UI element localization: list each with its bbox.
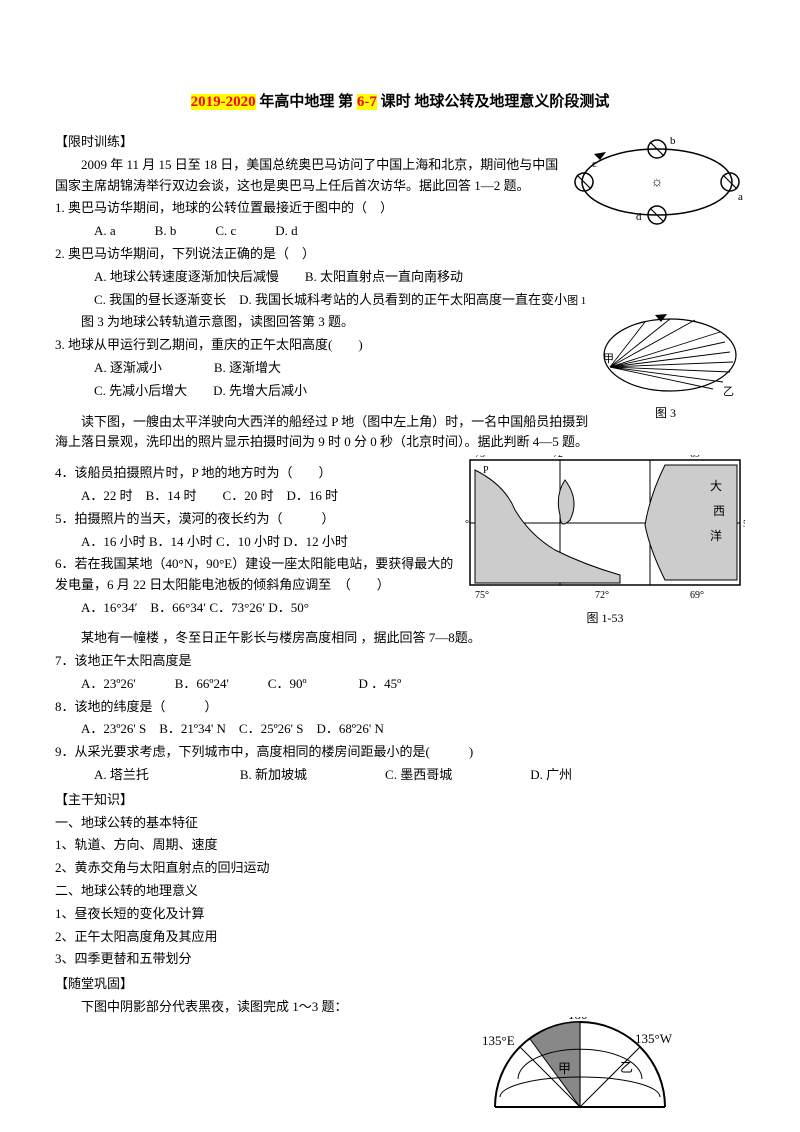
title-lesson: 6-7 xyxy=(357,94,377,110)
hemisphere-diagram: 180° 135°E 135°W 甲 乙 xyxy=(480,1017,680,1112)
point-a: a xyxy=(738,191,743,203)
main-knowledge-header: 【主干知识】 xyxy=(55,790,745,811)
svg-text:乙: 乙 xyxy=(723,385,734,398)
svg-text:洋: 洋 xyxy=(710,528,722,543)
svg-text:69°: 69° xyxy=(690,455,704,460)
sun-icon: ☼ xyxy=(651,175,664,190)
question-7: 7．该地正午太阳高度是 xyxy=(55,651,745,672)
svg-text:大: 大 xyxy=(710,479,722,493)
item-1-1: 1、轨道、方向、周期、速度 xyxy=(55,835,745,856)
svg-text:69°: 69° xyxy=(690,590,704,600)
svg-text:P: P xyxy=(483,465,489,476)
q9-options: A. 塔兰托 B. 新加坡城 C. 墨西哥城 D. 广州 xyxy=(94,765,745,786)
title-year: 2019-2020 xyxy=(191,94,256,110)
map-caption: 图 1-53 xyxy=(465,609,745,628)
point-c: c xyxy=(592,158,597,170)
fan-diagram: 甲 乙 图 3 xyxy=(595,307,745,422)
building-intro: 某地有一幢楼 ，冬至日正午影长与楼房高度相同 ，据此回答 7—8题。 xyxy=(55,628,745,649)
mark-jia: 甲 xyxy=(558,1061,571,1076)
q2-options-ab: A. 地球公转速度逐渐加快后减慢 B. 太阳直射点一直向南移动 xyxy=(94,267,745,288)
hemi-left: 135°E xyxy=(482,1033,515,1048)
section-2: 二、地球公转的地理意义 xyxy=(55,881,745,902)
item-2-3: 3、四季更替和五带划分 xyxy=(55,949,745,970)
svg-text:54°: 54° xyxy=(743,519,745,530)
svg-text:75°: 75° xyxy=(475,590,489,600)
shadow-intro: 下图中阴影部分代表黑夜，读图完成 1～3 题： xyxy=(55,997,745,1018)
hemi-right: 135°W xyxy=(635,1031,673,1046)
title-mid1: 年高中地理 第 xyxy=(256,94,357,110)
svg-text:54°: 54° xyxy=(465,519,469,530)
fig1-label: 图 1 xyxy=(567,295,586,307)
item-2-1: 1、昼夜长短的变化及计算 xyxy=(55,904,745,925)
classroom-header: 【随堂巩固】 xyxy=(55,974,745,995)
mark-yi: 乙 xyxy=(620,1060,633,1075)
fig3-label: 图 3 xyxy=(655,406,676,420)
item-1-2: 2、黄赤交角与太阳直射点的回归运动 xyxy=(55,858,745,879)
page-title: 2019-2020 年高中地理 第 6-7 课时 地球公转及地理意义阶段测试 xyxy=(55,90,745,114)
q8-options: A．23º26' S B．21º34' N C．25º26' S D．68º26… xyxy=(81,719,745,740)
question-2: 2. 奥巴马访华期间，下列说法正确的是（ ） xyxy=(55,244,745,265)
svg-text:72°: 72° xyxy=(595,590,609,600)
svg-text:75°: 75° xyxy=(475,455,489,460)
svg-text:72°: 72° xyxy=(553,455,567,460)
item-2-2: 2、正午太阳高度角及其应用 xyxy=(55,927,745,948)
title-suffix: 课时 地球公转及地理意义阶段测试 xyxy=(377,94,610,110)
svg-text:西: 西 xyxy=(713,504,725,518)
svg-text:甲: 甲 xyxy=(603,353,614,365)
hemi-top: 180° xyxy=(568,1017,593,1022)
map-figure: 75° 72° 69° 75° 72° 69° 54° 54° 大 西 洋 P … xyxy=(465,455,745,628)
q7-options: A．23º26' B．66º24' C．90º D ．45º xyxy=(81,674,745,695)
question-8: 8．该地的纬度是（ ） xyxy=(55,697,745,718)
question-9: 9．从采光要求考虑，下列城市中，高度相同的楼房间距最小的是( ) xyxy=(55,742,745,763)
point-d: d xyxy=(636,211,642,223)
point-b: b xyxy=(670,135,676,147)
section-1: 一、地球公转的基本特征 xyxy=(55,813,745,834)
orbit-diagram: ☼ a b c d xyxy=(570,132,745,232)
